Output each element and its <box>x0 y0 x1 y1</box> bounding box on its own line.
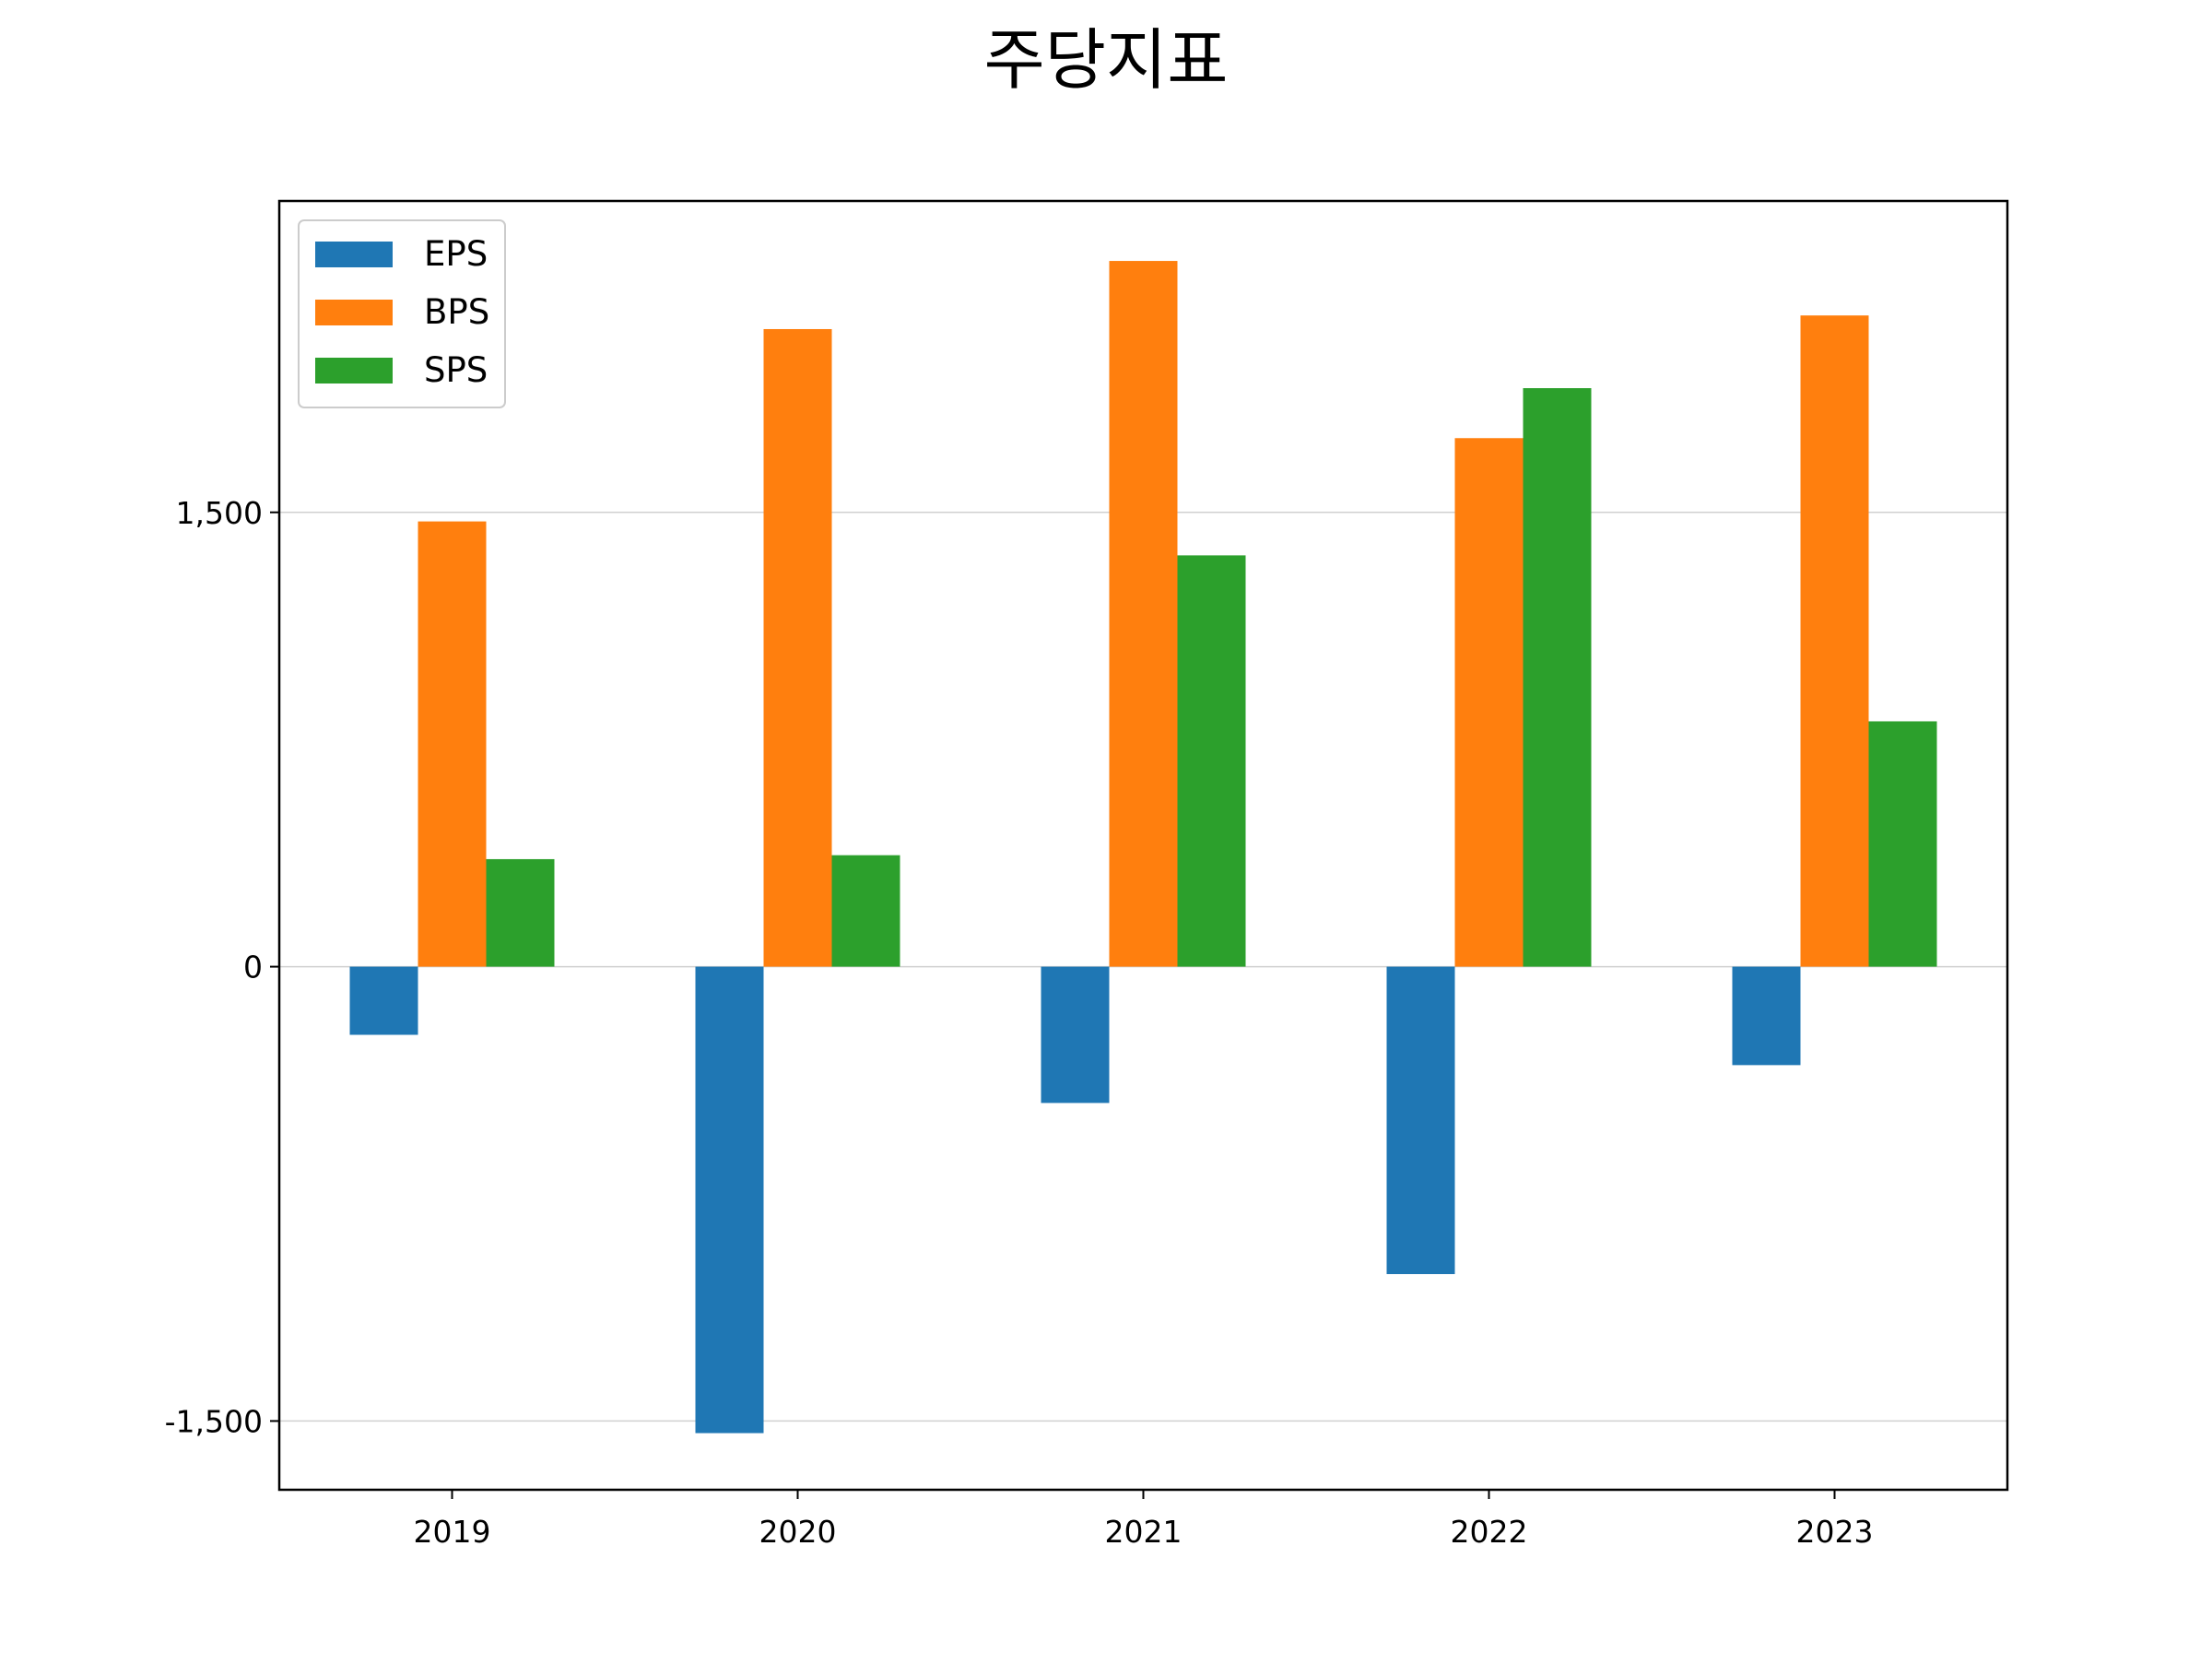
bar-sps-2019 <box>486 858 555 967</box>
legend-swatch-bps <box>315 300 393 325</box>
chart-title: 주당지표 <box>984 21 1229 99</box>
y-tick-label: 1,500 <box>176 495 263 531</box>
bar-bps-2022 <box>1454 438 1524 967</box>
bar-sps-2022 <box>1523 388 1592 967</box>
bars <box>349 261 1937 1434</box>
x-axis: 2019 2020 2021 2022 2023 <box>414 1490 1874 1550</box>
x-tick-label: 2021 <box>1105 1514 1182 1550</box>
bar-sps-2021 <box>1177 555 1246 967</box>
legend-label-bps: BPS <box>424 292 489 332</box>
x-tick-label: 2019 <box>414 1514 491 1550</box>
x-tick-label: 2023 <box>1796 1514 1874 1550</box>
bar-eps-2022 <box>1386 966 1455 1275</box>
legend-swatch-sps <box>315 358 393 384</box>
bar-bps-2023 <box>1800 315 1869 967</box>
legend-label-eps: EPS <box>424 234 488 274</box>
y-tick-label: -1,500 <box>165 1403 263 1439</box>
legend: EPS BPS SPS <box>298 219 506 408</box>
x-tick-label: 2020 <box>759 1514 837 1550</box>
y-tick-label: 0 <box>243 950 263 985</box>
bar-eps-2019 <box>349 966 418 1035</box>
bar-sps-2023 <box>1868 721 1937 967</box>
y-axis: -1,500 0 1,500 <box>165 495 279 1439</box>
bar-sps-2020 <box>831 855 900 967</box>
legend-label-sps: SPS <box>424 350 488 390</box>
bar-eps-2020 <box>695 966 764 1434</box>
x-tick-label: 2022 <box>1451 1514 1528 1550</box>
bar-bps-2019 <box>418 521 487 967</box>
bar-bps-2021 <box>1109 261 1178 967</box>
bar-bps-2020 <box>763 328 832 967</box>
bar-eps-2023 <box>1732 966 1801 1066</box>
bar-eps-2021 <box>1041 966 1110 1103</box>
legend-swatch-eps <box>315 242 393 267</box>
